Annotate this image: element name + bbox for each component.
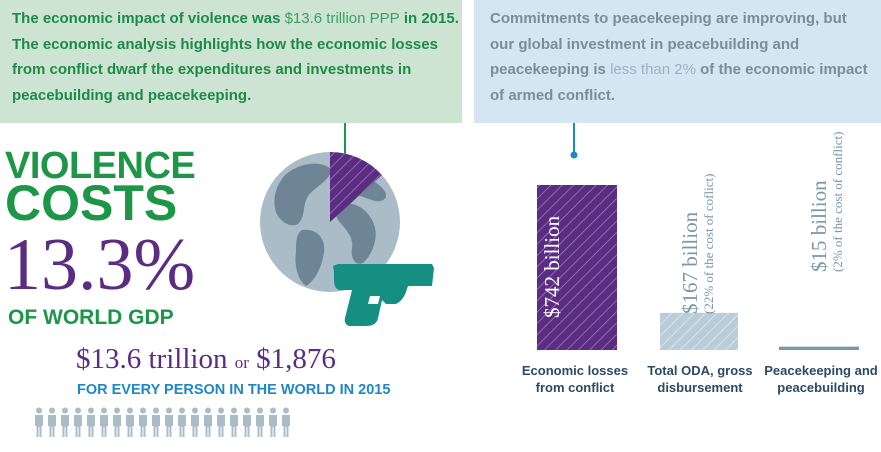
right-connector-dot [570,151,578,159]
bar3-value-label: $15 billion (2% of the cost of conflict) [807,131,846,272]
person-icon [204,407,212,437]
bar-1 [537,185,617,350]
every-person-label: FOR EVERY PERSON IN THE WORLD IN 2015 [77,382,391,398]
person-icon [35,407,43,437]
person-icon [191,407,199,437]
pie-slice-wedge [330,152,382,222]
headline-percent: 13.3% [4,224,196,306]
bar3-caption-line1: Peacekeeping and [764,363,878,378]
right-info-panel [474,0,881,123]
bar2-caption-line2: disbursement [657,380,743,395]
person-icon [282,407,290,437]
left-panel-text: The economic impact of violence was $13.… [12,6,460,108]
pie-slice [330,152,382,222]
trillion-line: $13.6 trillion or $1,876 [76,343,336,376]
left-text-part-2: in 2015. The economic analysis highlight… [12,10,459,104]
person-icon [87,407,95,437]
of-world-gdp-label: OF WORLD GDP [8,306,174,329]
person-icon [178,407,186,437]
person-icon [230,407,238,437]
person-icon [74,407,82,437]
person-icon [139,407,147,437]
or-word: or [234,353,249,372]
bar2-amount: $167 billion [678,211,702,314]
person-icon [243,407,251,437]
person-icon [126,407,134,437]
bar1-caption-line2: from conflict [535,380,615,395]
right-panel-text: Commitments to peacekeeping are improvin… [490,6,875,108]
bar3-note: (2% of the cost of conflict) [830,131,845,272]
person-icon [217,407,225,437]
bar1-amount-label: $742 billion [540,215,564,318]
headline-costs: COSTS [5,175,178,231]
people-row [34,407,291,437]
right-text-highlight: less than 2% [610,61,696,78]
person-icon [48,407,56,437]
person-icon [152,407,160,437]
person-icon [113,407,121,437]
trillion-value: $13.6 trillion [76,343,228,375]
person-icon [165,407,173,437]
bar3-caption: Peacekeeping and peacebuilding [761,362,881,396]
left-text-part-1: The economic impact of violence was [12,10,285,27]
left-text-highlight: $13.6 trillion PPP [284,10,400,27]
bar3-caption-line2: peacebuilding [777,380,865,395]
person-icon [269,407,277,437]
person-icon [61,407,69,437]
bar-chart [537,185,859,350]
person-icon [100,407,108,437]
headline-violence: VIOLENCE [5,145,196,187]
right-text-part-1: Commitments to peacekeeping are improvin… [490,10,847,78]
person-icon [256,407,264,437]
bar1-caption: Economic losses from conflict [515,362,635,396]
bar-3 [779,346,859,350]
per-person-value: $1,876 [256,343,336,375]
bar2-caption-line1: Total ODA, gross [647,363,753,378]
bar2-note: (22% of the cost of coflict) [701,173,716,314]
bar-2 [660,312,738,350]
handgun-icon [333,264,434,326]
bar3-amount: $15 billion [807,180,831,272]
bar2-value-label: $167 billion (22% of the cost of coflict… [678,173,717,314]
left-info-panel [0,0,462,123]
right-text-part-2: of the economic impact of armed conflict… [490,61,868,104]
bar1-caption-line1: Economic losses [521,363,629,378]
bar2-caption: Total ODA, gross disbursement [640,362,760,396]
